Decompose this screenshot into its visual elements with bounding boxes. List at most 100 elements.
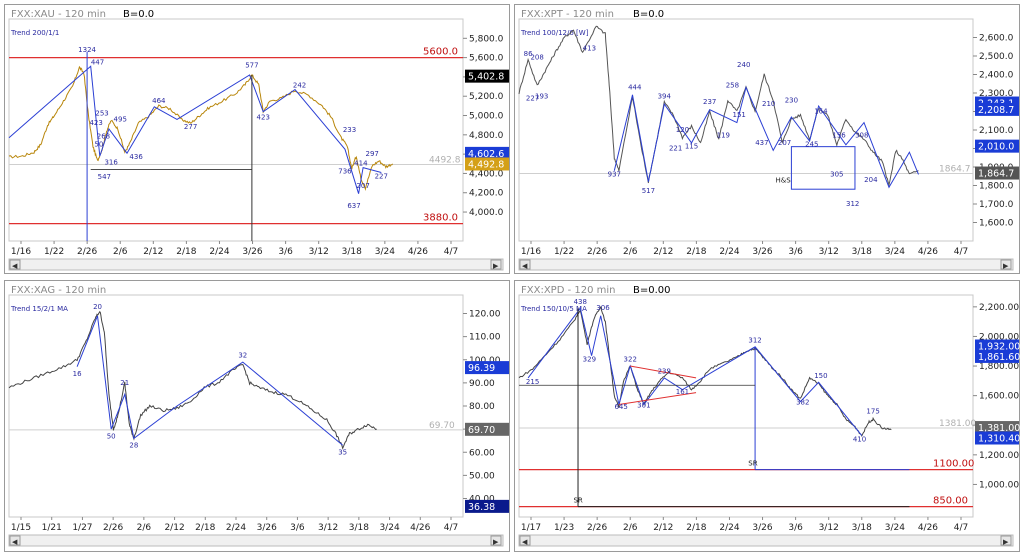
price-badge [975,166,1019,180]
swing-count-label: 437 [755,139,768,147]
swing-count-label: 308 [855,131,868,139]
x-tick-label: 1/16 [521,247,541,257]
x-tick-label: 4/26 [918,247,938,257]
price-badge [975,139,1019,153]
swing-count-label: 120 [676,126,689,134]
x-tick-label: 4/7 [444,247,458,257]
y-tick-label: 1,200.00 [979,451,1019,461]
y-tick-label: 2,600.0 [979,34,1014,44]
scroll-left-icon: ◀ [12,538,18,546]
y-tick-label: 90.00 [469,379,495,389]
x-tick-label: 2/6 [137,523,152,533]
swing-count-label: 193 [535,93,548,101]
chart-panel-xpt: FXX:XPT - 120 min B=0.0 Trend 100/12/6 [W]… [514,4,1020,274]
reference-label: 1100.00 [933,459,974,470]
swing-count-label: 305 [830,170,843,178]
swing-count-label: 215 [526,378,539,386]
reference-label: 5600.0 [423,47,458,58]
price-badge-label: 4,602.6 [468,149,504,160]
swing-count-label: 495 [114,115,127,123]
triangle-upper [630,365,697,379]
chart-title: FXX:XAG - 120 min [11,285,106,296]
scroll-right-icon: ▶ [493,262,499,270]
cursor-label: 4492.8 [429,155,461,165]
swing-count-label: 517 [642,187,655,195]
swing-count-label: 115 [685,143,698,151]
price-badge [465,157,509,171]
study-label: Trend 200/1/1 [10,29,59,37]
swing-count-label: 239 [658,367,671,375]
scroll-left-icon: ◀ [522,262,528,270]
swing-count-label: 316 [104,159,118,167]
x-tick-label: 2/24 [226,523,246,533]
swing-count-label: 736 [338,167,352,175]
x-tick-label: 1/23 [554,523,574,533]
y-tick-label: 1,700.0 [979,200,1014,210]
plot-area [8,294,464,518]
scroll-right-button [1000,535,1012,546]
xpt-chart-svg: FXX:XPT - 120 min B=0.0 Trend 100/12/6 [W]… [518,9,1019,271]
x-tick-label: 1/22 [554,247,574,257]
x-tick-label: 2/18 [686,247,706,257]
swing-count-label: 28 [129,442,138,450]
swing-count-label: 306 [596,304,610,312]
swing-count-label: 242 [293,82,306,90]
y-tick-label: 1,600.00 [979,392,1019,402]
swing-count-label: 240 [737,61,750,69]
y-tick-label: 1,000.00 [979,480,1019,490]
scroll-right-icon: ▶ [493,538,499,546]
price-line [518,25,919,187]
x-tick-label: 3/12 [819,247,839,257]
x-tick-label: 3/12 [318,523,338,533]
scroll-left-button [519,259,531,270]
x-tick-label: 3/12 [819,523,839,533]
swing-count-label: 438 [574,298,587,306]
swing-count-label: 210 [762,100,775,108]
x-tick-label: 4/7 [444,523,458,533]
swing-count-label: 312 [748,336,761,344]
swing-count-label: 253 [95,110,108,118]
swing-count-label: 227 [526,94,539,102]
x-tick-label: 1/22 [44,247,64,257]
swing-count-label: 277 [184,123,197,131]
y-tick-label: 80.00 [469,402,495,412]
swing-count-label: 937 [608,170,621,178]
swing-count-label: 208 [530,54,543,62]
price-badge [465,422,509,436]
scroll-left-button [519,535,531,546]
scroll-right-icon: ▶ [1003,262,1009,270]
chart-title: FXX:XPD - 120 min [521,285,616,296]
price-badge [465,361,509,375]
x-tick-label: 3/18 [342,247,362,257]
swing-count-label: 233 [343,126,356,134]
swing-count-label: 164 [814,107,828,115]
swing-count-label: 221 [669,144,682,152]
scroll-right-icon: ▶ [1003,538,1009,546]
price-line [8,65,394,191]
swing-count-label: 156 [832,131,846,139]
swing-count-label: 322 [624,356,637,364]
sr-annotation: SR [748,460,757,468]
chart-panel-xau: FXX:XAU - 120 min B=0.0 Trend 200/1/1 4,000… [4,4,510,274]
price-badge [975,349,1019,363]
swing-count-label: 301 [637,401,650,409]
x-tick-label: 3/18 [852,247,872,257]
x-tick-label: 2/12 [653,247,673,257]
price-badge-label: 5,402.8 [468,72,504,83]
x-tick-label: 4/26 [918,523,938,533]
x-tick-label: 3/26 [752,523,772,533]
x-tick-label: 1/16 [11,247,31,257]
y-tick-label: 110.00 [469,333,501,343]
swing-count-label: 312 [846,200,859,208]
y-tick-label: 2,500.0 [979,52,1014,62]
swing-count-label: 447 [91,58,104,66]
chart-title: FXX:XAU - 120 min [11,9,106,20]
y-tick-label: 4,000.0 [469,208,504,218]
swing-count-label: 161 [676,388,689,396]
cursor-label: 69.70 [429,421,455,431]
price-badge-label: 2,010.0 [978,142,1014,153]
x-tick-label: 2/24 [209,247,229,257]
x-tick-label: 2/12 [653,523,673,533]
y-tick-label: 120.00 [469,310,501,320]
price-badge-label: 1,932.00 [978,342,1020,353]
